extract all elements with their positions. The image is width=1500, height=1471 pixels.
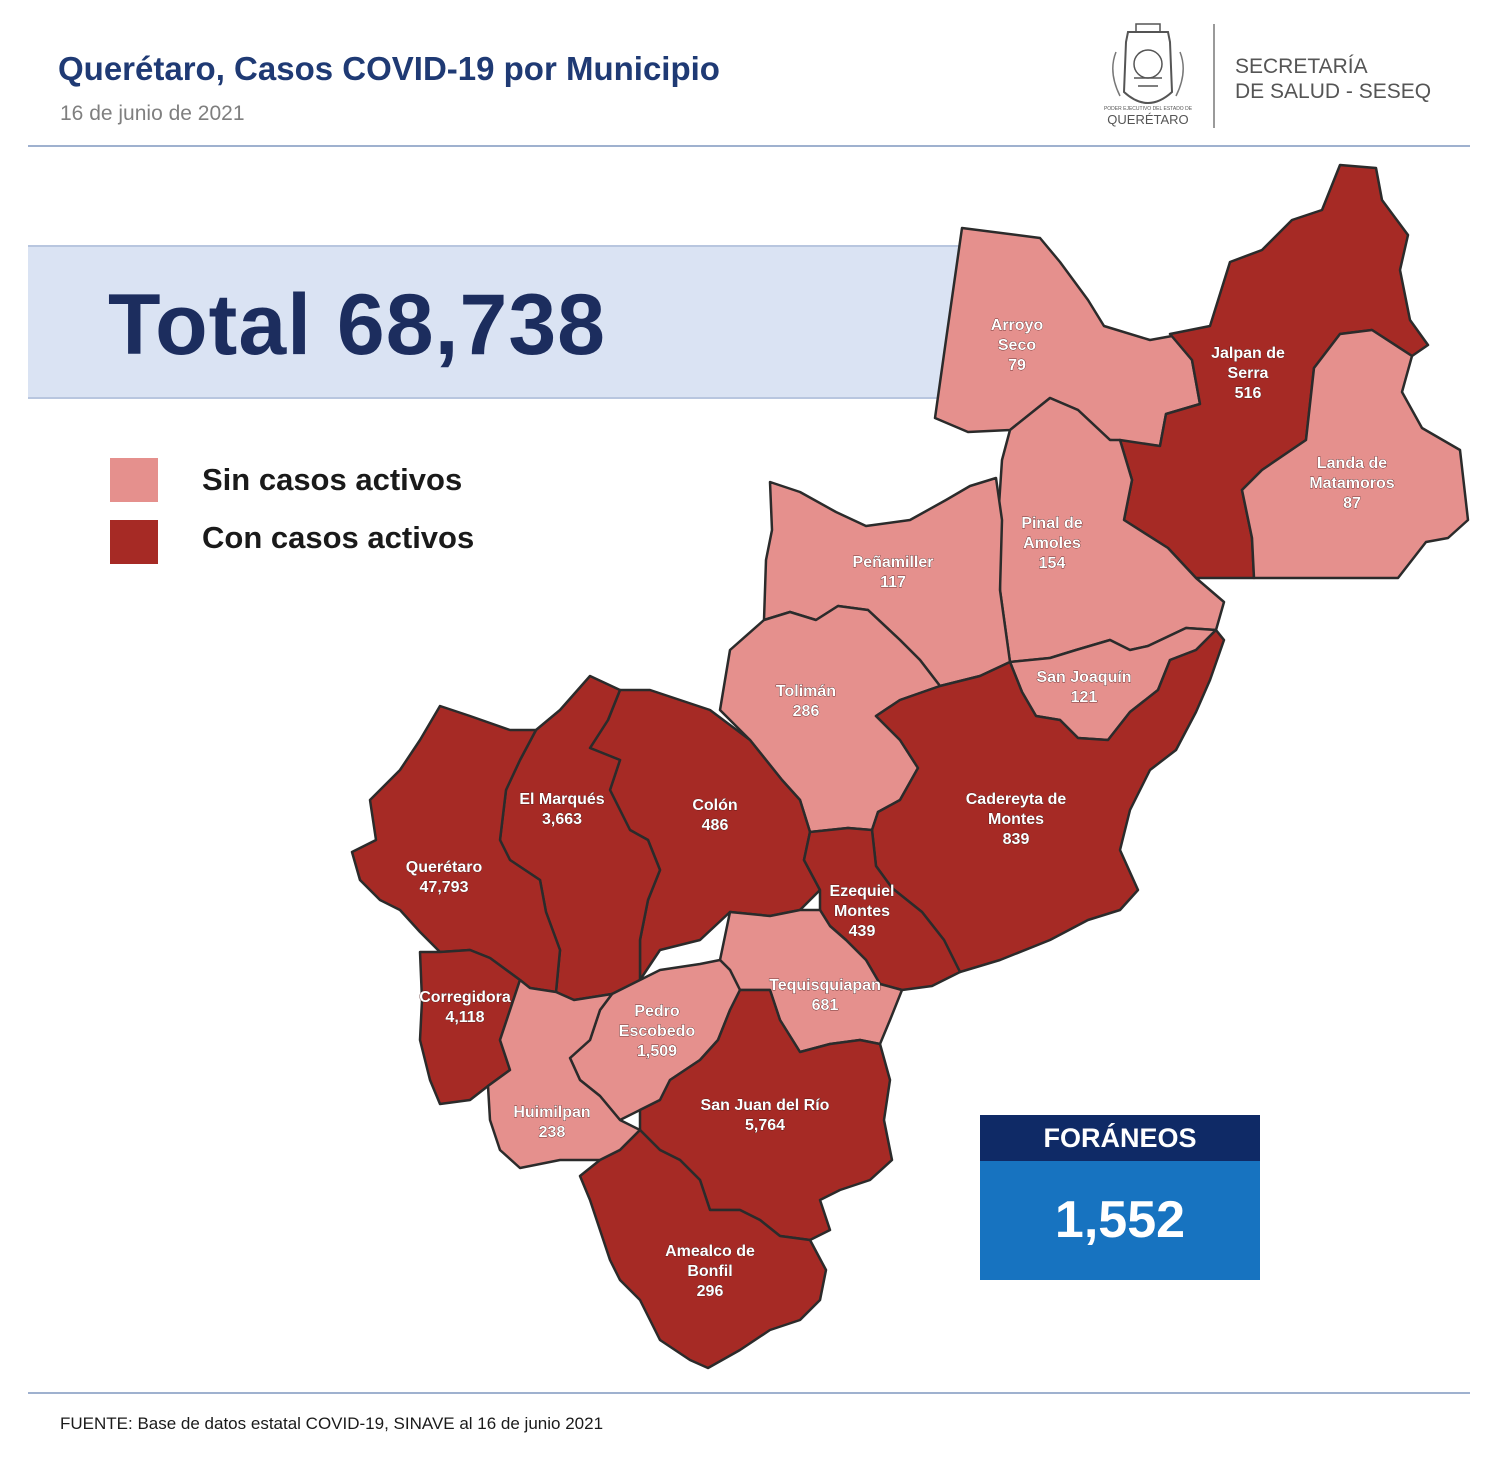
label-landa-de-matamoros: Landa de Matamoros 87 (1309, 455, 1394, 512)
seal-caption: QUERÉTARO (1107, 112, 1188, 127)
secretaria-label: SECRETARÍA DE SALUD - SESEQ (1235, 54, 1431, 104)
total-band (28, 245, 968, 399)
case-count: 5,764 (745, 1117, 785, 1134)
label-colon: Colón 486 (692, 797, 737, 834)
municipality-name: Querétaro (406, 859, 483, 876)
secretaria-line2: DE SALUD - SESEQ (1235, 80, 1432, 103)
case-count: 4,118 (445, 1009, 484, 1026)
foraneos-value: 1,552 (980, 1161, 1260, 1280)
municipality-name: Bonfil (687, 1263, 732, 1280)
report-date: 16 de junio de 2021 (60, 102, 245, 125)
label-toliman: Tolimán 286 (776, 683, 836, 720)
case-count: 47,793 (420, 879, 469, 896)
municipality-name: Jalpan de (1211, 345, 1285, 362)
municipality-name: San Juan del Río (701, 1097, 830, 1114)
municipality-name: Tequisquiapan (769, 977, 881, 994)
foraneos-header: FORÁNEOS (980, 1115, 1260, 1161)
municipality-name: Amealco de (665, 1243, 755, 1260)
seal-small-text: PODER EJECUTIVO DEL ESTADO DE (1104, 106, 1193, 112)
municipality-name: San Joaquín (1036, 669, 1131, 686)
region-ezequiel-montes (802, 826, 962, 992)
municipality-name: Amoles (1023, 535, 1081, 552)
legend-label-active: Con casos activos (202, 520, 475, 555)
label-amealco-de-bonfil: Amealco de Bonfil 296 (665, 1243, 755, 1300)
label-penamiller: Peñamiller 117 (853, 554, 934, 591)
case-count: 296 (697, 1283, 724, 1300)
label-cadereyta-de-montes: Cadereyta de Montes 839 (966, 791, 1067, 848)
label-pinal-de-amoles: Pinal de Amoles 154 (1021, 515, 1082, 572)
region-huimilpan (486, 978, 642, 1170)
header-separator (1213, 24, 1215, 128)
header-rule (28, 145, 1470, 147)
municipality-name: Peñamiller (853, 554, 934, 571)
case-count: 439 (849, 923, 876, 940)
case-count: 87 (1343, 495, 1361, 512)
label-san-joaquin: San Joaquín 121 (1036, 669, 1131, 706)
case-count: 238 (539, 1124, 566, 1141)
case-count: 79 (1008, 357, 1026, 374)
municipality-name: Landa de (1317, 455, 1387, 472)
municipality-name: Seco (998, 337, 1036, 354)
case-count: 839 (1003, 831, 1030, 848)
legend-label-inactive: Sin casos activos (202, 462, 463, 497)
region-amealco-de-bonfil (578, 1128, 828, 1370)
municipality-name: Pedro (634, 1003, 680, 1020)
municipality-name: Montes (988, 811, 1044, 828)
municipality-name: Pinal de (1021, 515, 1082, 532)
municipality-name: El Marqués (519, 791, 604, 808)
label-pedro-escobedo: Pedro Escobedo 1,509 (619, 1003, 696, 1060)
queretaro-seal-logo: PODER EJECUTIVO DEL ESTADO DE QUERÉTARO (1104, 23, 1193, 127)
label-queretaro: Querétaro 47,793 (406, 859, 483, 896)
case-count: 516 (1235, 385, 1262, 402)
label-el-marques: El Marqués 3,663 (519, 791, 604, 828)
municipality-name: Arroyo (991, 317, 1044, 334)
case-count: 286 (793, 703, 820, 720)
municipality-name: Corregidora (419, 989, 511, 1006)
label-arroyo-seco: Arroyo Seco 79 (991, 317, 1044, 374)
legend-swatch-inactive (110, 458, 158, 502)
footer-source: FUENTE: Base de datos estatal COVID-19, … (60, 1414, 604, 1433)
region-landa-de-matamoros (1240, 328, 1470, 580)
case-count: 117 (880, 574, 906, 591)
region-jalpan-de-serra (1118, 163, 1430, 580)
legend-swatch-active (110, 520, 158, 564)
secretaria-line1: SECRETARÍA (1235, 55, 1368, 78)
municipality-name: Cadereyta de (966, 791, 1067, 808)
case-count: 154 (1039, 555, 1066, 572)
page-title: Querétaro, Casos COVID-19 por Municipio (58, 50, 720, 87)
municipality-name: Colón (692, 797, 737, 814)
label-san-juan-del-rio: San Juan del Río 5,764 (701, 1097, 830, 1134)
municipality-name: Tolimán (776, 683, 836, 700)
municipality-name: Montes (834, 903, 890, 920)
label-corregidora: Corregidora 4,118 (419, 989, 511, 1026)
label-jalpan-de-serra: Jalpan de Serra 516 (1211, 345, 1285, 402)
municipality-name: Matamoros (1309, 475, 1394, 492)
case-count: 121 (1071, 689, 1098, 706)
case-count: 486 (702, 817, 729, 834)
municipality-name: Ezequiel (830, 883, 895, 900)
label-tequisquiapan: Tequisquiapan 681 (769, 977, 881, 1014)
municipality-name: Escobedo (619, 1023, 696, 1040)
municipality-name: Huimilpan (513, 1104, 590, 1121)
case-count: 1,509 (637, 1043, 677, 1060)
municipality-name: Serra (1228, 365, 1269, 382)
label-huimilpan: Huimilpan 238 (513, 1104, 590, 1141)
region-cadereyta-de-montes (870, 628, 1226, 974)
label-ezequiel-montes: Ezequiel Montes 439 (830, 883, 895, 940)
footer-rule (28, 1392, 1470, 1394)
total-cases: Total 68,738 (108, 277, 606, 373)
case-count: 3,663 (542, 811, 582, 828)
case-count: 681 (812, 997, 839, 1014)
